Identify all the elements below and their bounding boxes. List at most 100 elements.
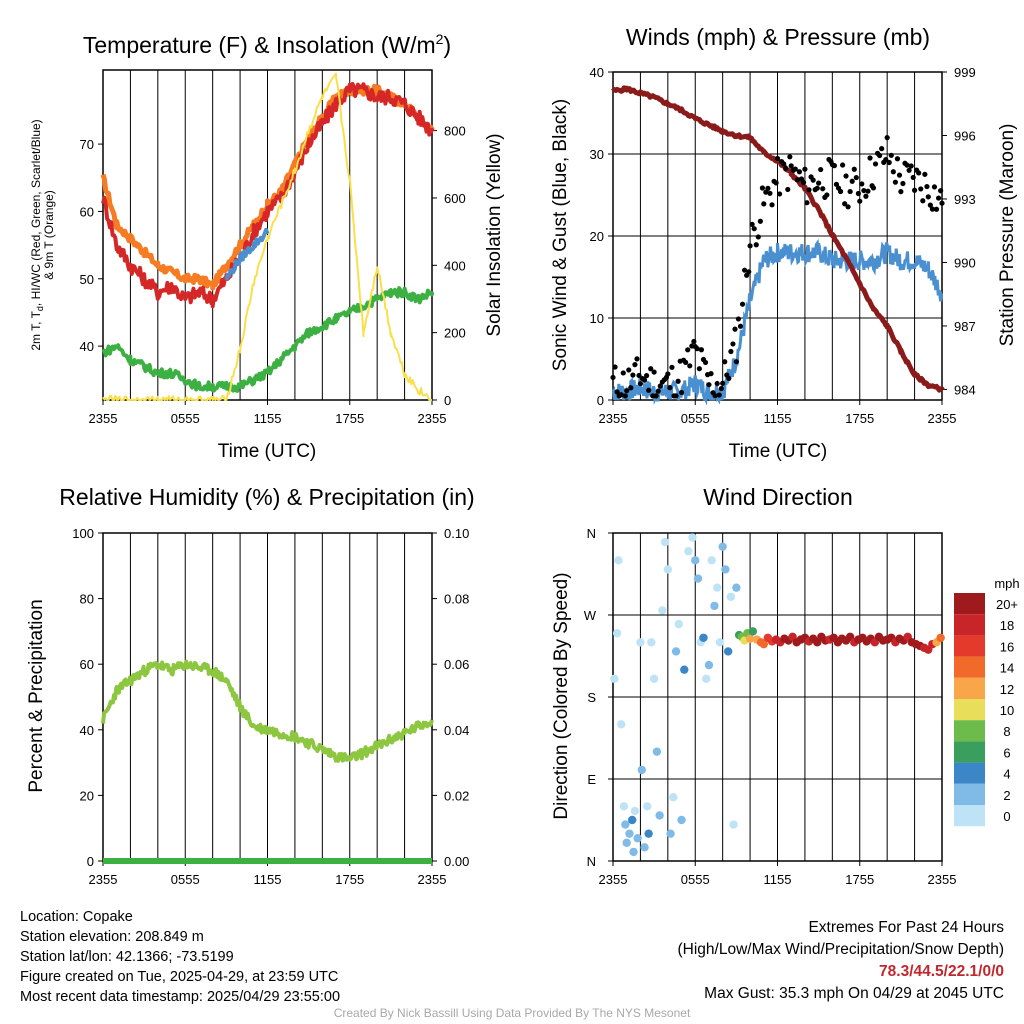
wind-pressure-panel-xtick-label: 0555 [681,411,710,426]
legend-label: 2 [1003,788,1010,803]
gust-point [761,201,767,207]
gust-point [820,186,826,192]
direction-point [691,556,700,565]
gust-point [872,161,879,167]
direction-point [715,638,725,647]
direction-point [617,720,626,729]
legend-label: 16 [1000,639,1014,654]
humidity-panel-ylabel: Percent & Precipitation [26,599,47,792]
heat_index-series-line [224,227,270,281]
humidity-panel-ytick-label: 20 [80,788,94,803]
gust-point [911,187,918,193]
direction-point [723,647,733,656]
direction-point [732,583,741,592]
gust-point [714,380,720,387]
dewpoint-series-line [101,286,434,393]
temperature-panel-xtick-label: 1155 [254,411,282,426]
gust-point [685,347,691,353]
gust-point [612,364,618,370]
speed-color-legend: mph 20+ 18 16 14 12 10 8 6 4 2 0 [954,576,1020,827]
gust-point [637,381,644,387]
gust-point [749,221,755,227]
temperature-panel-xtick-label: 0555 [171,411,200,426]
wind-pressure-panel: Winds (mph) & Pressure (mb) Time (UTC) S… [550,24,1018,462]
direction-point [712,583,722,592]
direction-point [936,633,945,642]
wind-direction-panel: Wind Direction Direction (Colored By Spe… [551,484,1020,887]
gust-point [651,369,657,375]
temperature-panel-y2tick-label: 200 [444,326,466,341]
wind-pressure-panel-xtick-label: 1155 [764,411,792,426]
direction-point [699,633,708,642]
max-gust: Max Gust: 35.3 mph On 04/29 at 2045 UTC [704,985,1004,1002]
gust-point [774,155,781,162]
direction-point [614,556,623,565]
gust-point [831,163,837,169]
wind-pressure-panel-y2tick-label: 990 [954,255,976,270]
gust-point [765,185,771,191]
wind-pressure-panel-y2tick-label: 987 [954,319,976,334]
legend-swatch [954,741,985,763]
gust-point [622,393,628,399]
gust-point [610,374,616,381]
gust-point [673,393,679,399]
gust-point [792,166,798,172]
temperature-panel-ytick-label: 60 [80,204,94,219]
gust-point [716,392,722,398]
gust-point [908,163,914,169]
station-location: Location: Copake [20,909,133,925]
gust-point [884,135,890,141]
direction-point [622,838,631,847]
gust-point [763,189,769,195]
gust-point [694,346,700,352]
extremes-block: Extremes For Past 24 Hours (High/Low/Max… [678,917,1005,1005]
insolation-series-line [102,72,432,401]
credit-line: Created By Nick Bassill Using Data Provi… [333,1006,691,1020]
gust-point [916,170,922,176]
direction-point [636,638,645,647]
direction-point [669,793,678,802]
legend-label: 12 [1000,682,1014,697]
temperature-panel-ytick-label: 50 [80,272,94,287]
direction-point [729,820,738,829]
wind-pressure-panel-ytick-label: 40 [590,65,604,80]
direction-point [629,847,638,857]
gust-point [910,174,916,181]
gust-point [722,359,728,365]
wind-direction-panel-ytick-label: N [587,854,596,869]
gust-point [646,387,652,393]
gust-point [776,191,783,197]
gust-point [842,201,848,207]
gust-point [641,377,648,383]
gust-point [877,152,883,159]
gust-point [898,189,904,195]
gust-point [840,162,846,168]
gust-point [851,166,857,172]
legend-swatch [954,656,985,678]
wind-pressure-panel-xlabel: Time (UTC) [729,441,828,462]
gust-point [712,393,718,399]
gust-point [675,378,681,384]
gust-point [728,348,734,355]
wind-pressure-panel-xtick-label: 1755 [845,411,874,426]
gust-point [845,204,851,210]
legend-label: 8 [1003,724,1010,739]
legend-label: 14 [1000,661,1014,676]
gust-point [802,166,808,172]
gust-point [886,159,892,166]
humidity-panel-xtick-label: 1155 [254,872,282,887]
gust-point [867,155,873,161]
gust-point [863,193,869,199]
gust-point [890,169,896,175]
wind-direction-panel-ytick-label: N [587,526,596,541]
wind-direction-panel-xtick-label: 1155 [764,872,792,887]
gust-point [929,206,936,212]
temperature-panel-xtick-label: 1755 [335,411,364,426]
gust-point [718,385,724,392]
gust-point [906,167,912,173]
legend-label: 18 [1000,618,1014,633]
humidity-panel-ytick-label: 0 [87,854,94,869]
gust-point [636,372,642,379]
direction-point [663,565,673,574]
legend-swatch [954,635,985,657]
